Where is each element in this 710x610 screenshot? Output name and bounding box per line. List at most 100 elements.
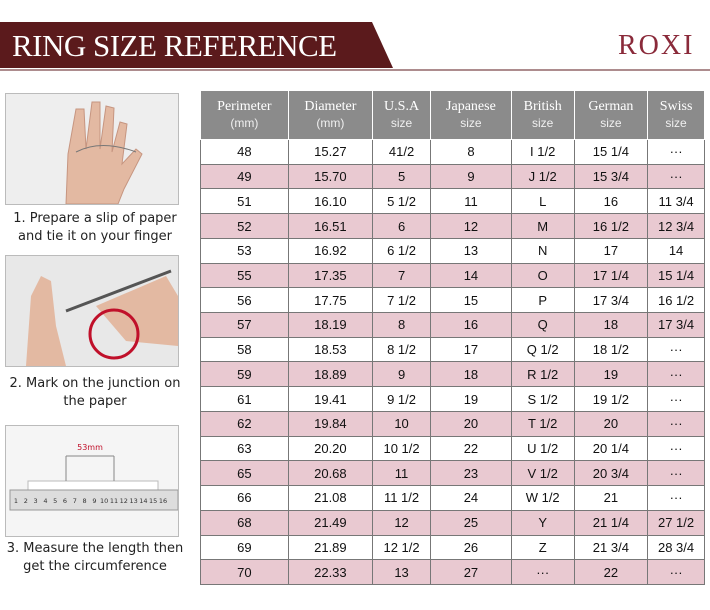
table-cell: 24 xyxy=(430,485,512,511)
table-cell: 48 xyxy=(200,139,289,165)
table-cell: N xyxy=(510,237,575,264)
table-cell: 20 xyxy=(573,410,649,437)
column-header: Swiss size xyxy=(647,90,705,140)
table-cell: 8 xyxy=(430,139,512,165)
table-cell: 12 xyxy=(430,213,512,239)
table-cell: 18 1/2 xyxy=(573,336,649,363)
table-cell: J 1/2 xyxy=(510,163,575,190)
table-row: 66 21.08 11 1/2 24 W 1/2 21 ··· xyxy=(200,485,705,511)
table-cell: 12 3/4 xyxy=(647,213,705,239)
table-cell: 11 3/4 xyxy=(647,188,705,215)
table-cell: 11 1/2 xyxy=(371,485,432,511)
column-name: Japanese xyxy=(446,99,496,114)
table-cell: 66 xyxy=(200,485,289,511)
column-header: British size xyxy=(510,90,575,140)
title: RING SIZE REFERENCE xyxy=(12,28,337,63)
column-name: Perimeter xyxy=(217,99,272,114)
step-caption: 3. Measure the length then get the circum… xyxy=(6,541,184,574)
table-cell: 13 xyxy=(371,559,432,585)
table-cell: 12 xyxy=(371,509,432,536)
table-cell: 20 3/4 xyxy=(573,460,649,487)
table-cell: 27 1/2 xyxy=(647,509,705,536)
table-row: 57 18.19 8 16 Q 18 17 3/4 xyxy=(200,312,705,338)
table-row: 61 19.41 9 1/2 19 S 1/2 19 1/2 ··· xyxy=(200,386,705,412)
table-cell: 16.92 xyxy=(287,237,374,264)
column-unit: size xyxy=(532,116,554,130)
table-cell: W 1/2 xyxy=(510,485,575,511)
table-cell: Q 1/2 xyxy=(510,336,575,363)
table-cell: 17 3/4 xyxy=(573,287,649,314)
table-cell: 26 xyxy=(430,534,512,561)
ruler-number: 9 xyxy=(92,497,96,505)
table-cell: ··· xyxy=(647,361,705,388)
table-cell: 18 xyxy=(573,312,649,338)
table-cell: 19.84 xyxy=(287,410,374,437)
table-cell: 20 1/4 xyxy=(573,435,649,462)
ruler-number: 11 xyxy=(110,497,118,505)
table-cell: O xyxy=(510,262,575,289)
ruler-number: 10 xyxy=(100,497,108,505)
table-cell: ··· xyxy=(647,163,705,190)
table-cell: ··· xyxy=(647,336,705,363)
title-band xyxy=(0,22,393,68)
ruler-number: 5 xyxy=(53,497,57,505)
column-unit: (mm) xyxy=(316,116,345,130)
table-cell: 6 1/2 xyxy=(371,237,432,264)
table-cell: 68 xyxy=(200,509,289,536)
table-cell: 21 xyxy=(573,485,649,511)
ruler-number: 12 xyxy=(120,497,128,505)
table-cell: 21 3/4 xyxy=(573,534,649,561)
table-cell: 21.08 xyxy=(287,485,374,511)
table-cell: R 1/2 xyxy=(510,361,575,388)
table-cell: 15 1/4 xyxy=(573,139,649,165)
table-row: 52 16.51 6 12 M 16 1/2 12 3/4 xyxy=(200,213,705,239)
table-cell: 19 xyxy=(430,386,512,412)
table-cell: 14 xyxy=(430,262,512,289)
table-cell: S 1/2 xyxy=(510,386,575,412)
table-row: 53 16.92 6 1/2 13 N 17 14 xyxy=(200,237,705,264)
column-name: Diameter xyxy=(304,99,357,114)
table-cell: 20.68 xyxy=(287,460,374,487)
table-cell: 49 xyxy=(200,163,289,190)
table-cell: 15.70 xyxy=(287,163,374,190)
table-cell: 9 xyxy=(430,163,512,190)
table-cell: 19.41 xyxy=(287,386,374,412)
table-cell: 69 xyxy=(200,534,289,561)
table-cell: U 1/2 xyxy=(510,435,575,462)
table-cell: ··· xyxy=(647,139,705,165)
table-cell: 11 xyxy=(371,460,432,487)
table-cell: 8 xyxy=(371,312,432,338)
column-header: Japanese size xyxy=(430,90,512,140)
table-cell: 15 1/4 xyxy=(647,262,705,289)
table-row: 68 21.49 12 25 Y 21 1/4 27 1/2 xyxy=(200,509,705,536)
table-cell: 5 1/2 xyxy=(371,188,432,215)
table-cell: M xyxy=(510,213,575,239)
table-cell: 27 xyxy=(430,559,512,585)
table-cell: 28 3/4 xyxy=(647,534,705,561)
column-header: Diameter (mm) xyxy=(287,90,374,140)
ruler-number: 4 xyxy=(43,497,47,505)
table-cell: 16 1/2 xyxy=(573,213,649,239)
table-cell: ··· xyxy=(647,460,705,487)
table-row: 70 22.33 13 27 ··· 22 ··· xyxy=(200,559,705,585)
table-cell: 5 xyxy=(371,163,432,190)
ruler-number: 8 xyxy=(83,497,87,505)
table-cell: 18.19 xyxy=(287,312,374,338)
table-cell: 17 xyxy=(430,336,512,363)
table-cell: 17 xyxy=(573,237,649,264)
step-image xyxy=(5,255,179,367)
table-cell: 17 3/4 xyxy=(647,312,705,338)
ruler-number: 13 xyxy=(129,497,137,505)
table-row: 59 18.89 9 18 R 1/2 19 ··· xyxy=(200,361,705,388)
table-cell: 52 xyxy=(200,213,289,239)
table-cell: 18.53 xyxy=(287,336,374,363)
table-cell: 15 xyxy=(430,287,512,314)
table-cell: 25 xyxy=(430,509,512,536)
table-cell: 17.75 xyxy=(287,287,374,314)
table-cell: 16 xyxy=(573,188,649,215)
table-cell: 7 1/2 xyxy=(371,287,432,314)
table-row: 51 16.10 5 1/2 11 L 16 11 3/4 xyxy=(200,188,705,215)
table-cell: 41/2 xyxy=(371,139,432,165)
column-name: British xyxy=(523,99,562,114)
